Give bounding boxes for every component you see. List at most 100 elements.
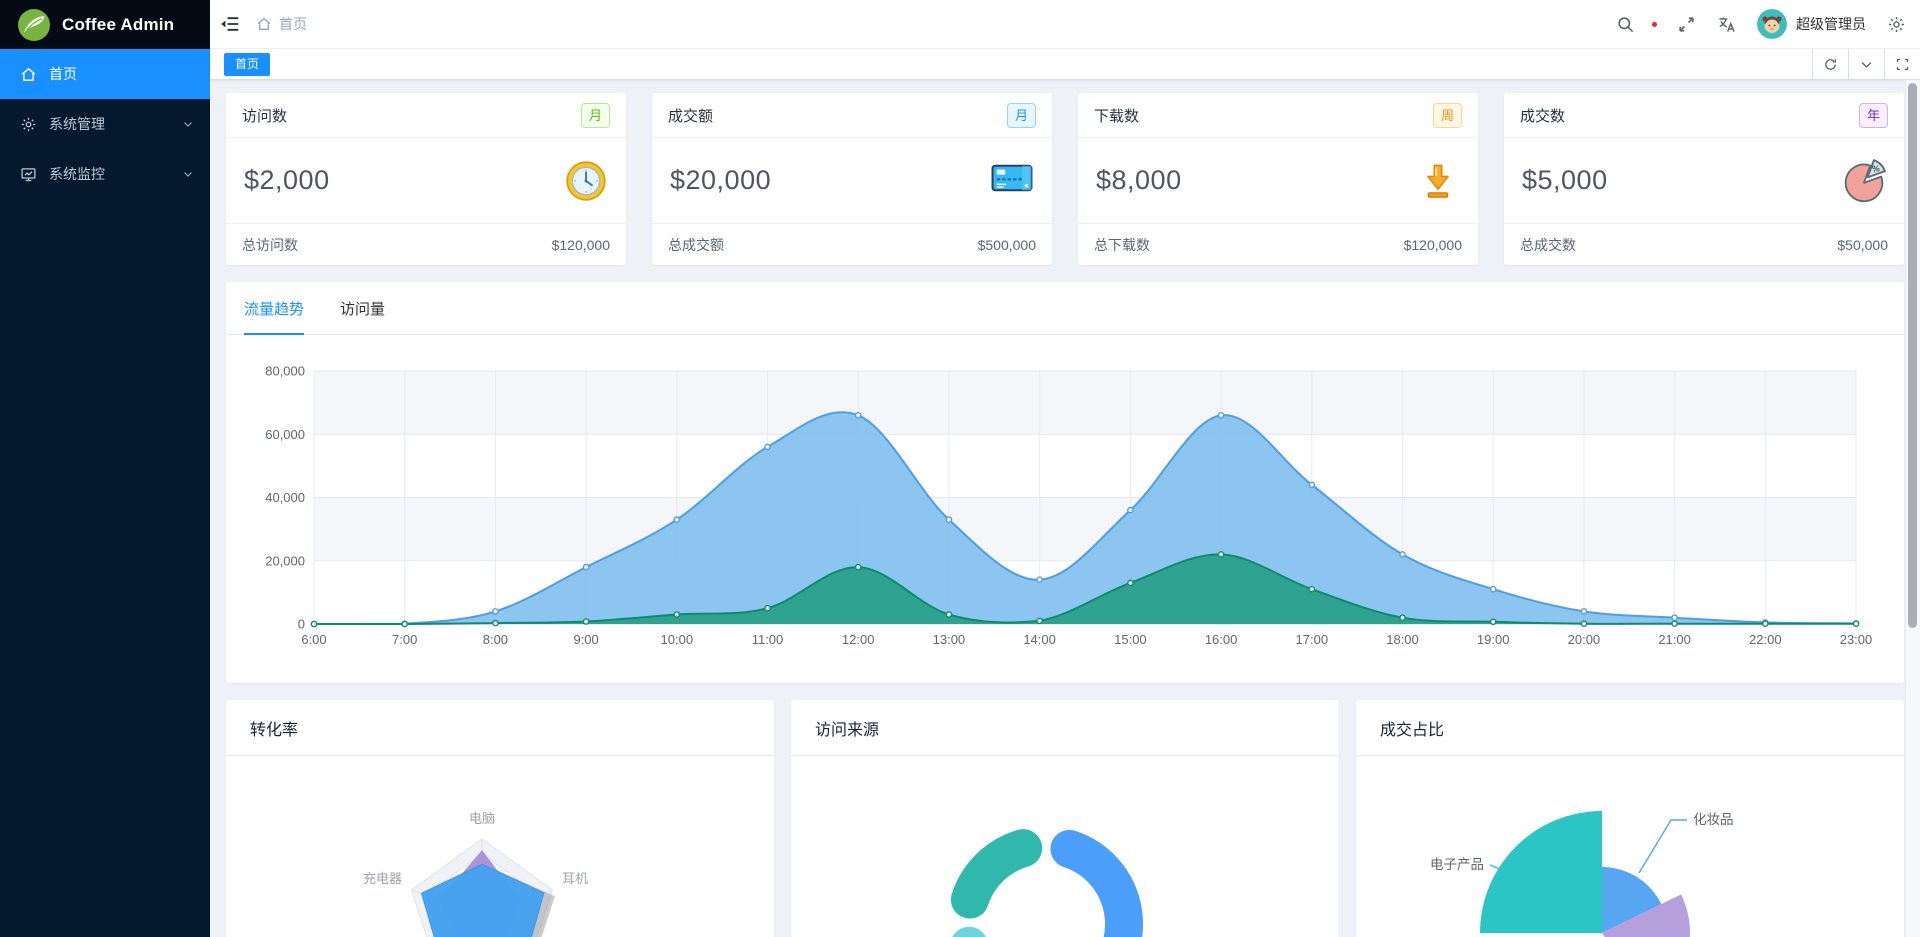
svg-text:23:00: 23:00 (1840, 632, 1873, 647)
svg-text:40,000: 40,000 (265, 490, 305, 505)
stat-cards-row: 访问数 月 $2,000 总访问数 $120,000 成交额 月 $20,000… (226, 93, 1904, 265)
svg-text:化妆品: 化妆品 (1693, 812, 1734, 827)
stat-card: 访问数 月 $2,000 总访问数 $120,000 (226, 93, 626, 265)
stat-card: 下载数 周 $8,000 总下载数 $120,000 (1078, 93, 1478, 265)
chevron-down-icon (182, 168, 194, 180)
app-logo[interactable]: Coffee Admin (0, 0, 210, 49)
main-area: 首页 (210, 0, 1920, 937)
series-green-area (314, 554, 1856, 624)
svg-text:耳机: 耳机 (562, 871, 588, 886)
panel-title: 转化率 (226, 700, 774, 756)
tags-view-bar: 首页 (210, 49, 1920, 80)
card-footer-label: 总访问数 (242, 236, 298, 253)
segment-teal (950, 829, 1043, 919)
card-footer-label: 总成交数 (1520, 236, 1576, 253)
card-value: $2,000 (244, 165, 330, 195)
donut-chart-svg (950, 829, 1143, 937)
card-icon (990, 159, 1034, 203)
maximize-icon[interactable] (1884, 49, 1920, 79)
card-footer-value: $50,000 (1837, 236, 1888, 253)
trend-tabs: 流量趋势 访问量 (226, 282, 1904, 335)
card-title: 下载数 (1094, 107, 1140, 125)
avatar (1757, 9, 1787, 39)
card-title: 成交额 (668, 107, 714, 125)
page-scrollbar[interactable] (1905, 80, 1920, 937)
search-icon[interactable] (1616, 15, 1635, 34)
scrollbar-thumb[interactable] (1908, 83, 1917, 628)
home-icon (256, 16, 272, 32)
sidebar-menu: 首页 系统管理 系统监控 (0, 49, 210, 199)
period-badge[interactable]: 年 (1858, 102, 1888, 128)
rose-slice-2 (1602, 894, 1690, 937)
user-menu[interactable]: 超级管理员 (1757, 9, 1866, 39)
svg-text:充电器: 充电器 (363, 871, 402, 886)
tags-actions (1812, 49, 1920, 79)
deal-share-pie-chart: 电子产品 化妆品 (1356, 756, 1904, 937)
trend-tab-0[interactable]: 流量趋势 (244, 282, 305, 335)
radar-series-blue (420, 863, 545, 937)
period-badge[interactable]: 月 (1006, 102, 1036, 128)
breadcrumb[interactable]: 首页 (256, 14, 307, 34)
svg-text:21:00: 21:00 (1658, 632, 1691, 647)
svg-text:17:00: 17:00 (1296, 632, 1329, 647)
svg-text:10:00: 10:00 (661, 632, 694, 647)
stat-card: 成交额 月 $20,000 总成交额 $500,000 (652, 93, 1052, 265)
svg-text:6:00: 6:00 (301, 632, 326, 647)
sidebar-item-gear[interactable]: 系统管理 (0, 99, 210, 149)
svg-text:16:00: 16:00 (1205, 632, 1238, 647)
svg-text:22:00: 22:00 (1749, 632, 1782, 647)
card-value: $5,000 (1522, 165, 1608, 195)
card-footer-value: $120,000 (551, 236, 610, 253)
svg-text:20,000: 20,000 (265, 553, 305, 568)
clock-icon (564, 159, 608, 203)
top-navbar: 首页 (210, 0, 1920, 49)
traffic-area-chart-svg: 0 20,000 40,000 60,000 80,000 6:00 7:00 8:00 9:0… (265, 364, 1873, 648)
tags-chevron-down-icon[interactable] (1848, 49, 1884, 79)
gear-icon (20, 116, 37, 133)
card-value: $20,000 (670, 165, 772, 195)
card-value: $8,000 (1096, 165, 1182, 195)
visit-source-donut-chart (791, 756, 1339, 937)
period-badge[interactable]: 周 (1432, 102, 1462, 128)
monitor-icon (20, 166, 37, 183)
rose-chart-svg: 电子产品 化妆品 (1430, 811, 1734, 937)
svg-text:0: 0 (298, 617, 305, 632)
translate-icon[interactable] (1717, 15, 1736, 34)
svg-text:20:00: 20:00 (1568, 632, 1601, 647)
conversion-rate-panel: 转化率 电脑 充电器 耳机 (226, 700, 774, 937)
svg-text:19:00: 19:00 (1477, 632, 1510, 647)
panel-title: 成交占比 (1356, 700, 1904, 756)
notification-dot (1651, 21, 1658, 28)
refresh-icon[interactable] (1812, 49, 1848, 79)
navbar-left: 首页 (220, 14, 307, 34)
svg-text:9:00: 9:00 (573, 632, 598, 647)
deal-share-panel: 成交占比 电子产品 化妆品 (1356, 700, 1904, 937)
card-footer-label: 总成交额 (668, 236, 724, 253)
svg-text:18:00: 18:00 (1386, 632, 1419, 647)
trend-tab-1[interactable]: 访问量 (340, 300, 386, 318)
svg-text:8:00: 8:00 (483, 632, 508, 647)
series-blue-area (314, 412, 1856, 624)
username: 超级管理员 (1796, 16, 1866, 32)
tag-home[interactable]: 首页 (224, 52, 271, 76)
svg-text:12:00: 12:00 (842, 632, 875, 647)
rose-slice-0 (1480, 811, 1602, 933)
svg-text:80,000: 80,000 (265, 364, 305, 379)
sidebar-collapse-icon[interactable] (220, 14, 240, 34)
leaf-logo-icon (18, 8, 50, 41)
chevron-down-icon (182, 68, 194, 80)
card-title: 访问数 (242, 107, 288, 125)
app-title: Coffee Admin (62, 14, 175, 34)
download-icon (1416, 159, 1460, 203)
sidebar-item-home[interactable]: 首页 (0, 49, 210, 99)
home-icon (20, 66, 37, 83)
visit-source-panel: 访问来源 (791, 700, 1339, 937)
fullscreen-icon[interactable] (1677, 15, 1696, 34)
svg-text:15:00: 15:00 (1114, 632, 1147, 647)
breadcrumb-label: 首页 (279, 16, 307, 32)
settings-gear-icon[interactable] (1887, 15, 1906, 34)
svg-text:电子产品: 电子产品 (1430, 857, 1484, 872)
period-badge[interactable]: 月 (580, 102, 610, 128)
navbar-right: 超级管理员 (1616, 9, 1906, 39)
sidebar-item-monitor[interactable]: 系统监控 (0, 149, 210, 199)
